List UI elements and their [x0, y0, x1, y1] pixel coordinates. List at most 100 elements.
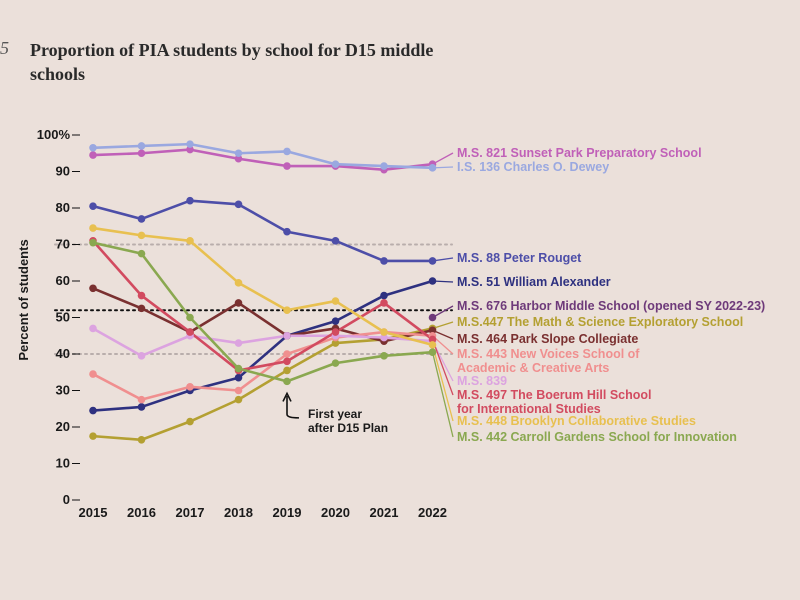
series-line — [91, 199, 434, 263]
series-label: M.S. 464 Park Slope Collegiate — [457, 332, 638, 346]
data-point — [283, 357, 291, 366]
series-label: M.S. 443 New Voices School of — [457, 347, 640, 361]
y-tick-label: 60 — [56, 273, 70, 288]
series-labels: M.S. 821 Sunset Park Preparatory SchoolI… — [457, 146, 765, 444]
series-label: Academic & Creative Arts — [457, 361, 609, 375]
data-point — [428, 348, 437, 356]
x-tick-label: 2015 — [79, 505, 108, 520]
data-point — [283, 350, 291, 358]
series-label: M.S. 839 — [457, 374, 507, 388]
y-tick-label: 50 — [56, 310, 70, 325]
data-point — [331, 160, 340, 168]
data-point — [283, 162, 291, 170]
label-connector — [431, 339, 454, 396]
data-point — [380, 333, 388, 342]
data-point — [331, 237, 340, 245]
data-point — [283, 331, 291, 340]
data-point — [234, 154, 243, 163]
y-axis-label: Percent of students — [16, 239, 31, 360]
x-tick-label: 2016 — [127, 505, 156, 520]
data-point — [137, 304, 146, 313]
data-point — [234, 149, 243, 158]
data-point — [89, 238, 97, 247]
series-line — [91, 327, 434, 358]
series-line — [91, 286, 434, 343]
series-lines — [91, 142, 434, 442]
series-line — [91, 239, 434, 372]
label-connector — [431, 344, 454, 422]
series-label: M.S. 448 Brooklyn Collaborative Studies — [457, 414, 696, 428]
y-tick-label: 30 — [56, 383, 70, 398]
data-point — [186, 313, 194, 322]
data-point — [186, 145, 194, 154]
series-label: M.S. 88 Peter Rouget — [457, 251, 582, 265]
data-point — [89, 143, 97, 152]
series-label: M.S. 442 Carroll Gardens School for Inno… — [457, 430, 737, 444]
data-point — [331, 339, 340, 347]
series-line — [91, 330, 434, 401]
y-tick-label: 40 — [56, 346, 70, 361]
data-point — [186, 140, 194, 148]
data-point — [380, 299, 388, 307]
label-connector — [432, 305, 454, 319]
data-point — [186, 417, 194, 426]
annotation-text: after D15 Plan — [308, 421, 388, 435]
data-point — [234, 279, 243, 287]
data-point — [428, 335, 437, 344]
data-point — [331, 328, 340, 336]
data-point — [137, 231, 146, 240]
annotation-arrowhead — [282, 391, 292, 402]
label-connectors — [431, 152, 454, 438]
chart-title: Proportion of PIA students by school for… — [30, 40, 434, 84]
data-point — [428, 341, 437, 349]
data-point — [428, 326, 437, 335]
data-point — [89, 432, 97, 440]
y-tick-label: 10 — [56, 456, 70, 471]
data-point — [380, 328, 388, 336]
data-point — [331, 317, 340, 325]
data-point — [89, 370, 97, 378]
data-point — [137, 352, 146, 360]
data-point — [186, 196, 194, 205]
data-point — [331, 359, 340, 367]
data-point — [380, 291, 388, 300]
y-tick-label: 20 — [56, 419, 70, 434]
data-point — [137, 395, 146, 404]
figure-number: 5 — [0, 38, 9, 58]
series-label: M.S.447 The Math & Science Exploratory S… — [457, 315, 743, 329]
data-point — [137, 149, 146, 158]
data-point — [137, 142, 146, 150]
data-point — [234, 373, 243, 382]
data-point — [234, 364, 243, 373]
data-point — [137, 215, 146, 223]
x-tick-label: 2022 — [418, 505, 447, 520]
series-points — [89, 140, 437, 444]
data-point — [283, 306, 291, 315]
data-point — [234, 386, 243, 395]
series-line — [91, 226, 434, 347]
y-tick-label: 100% — [37, 127, 71, 142]
data-point — [89, 324, 97, 333]
data-point — [89, 202, 97, 210]
data-point — [234, 395, 243, 404]
data-point — [283, 366, 291, 375]
data-point — [428, 164, 437, 172]
series-line — [91, 148, 434, 171]
x-tick-label: 2019 — [273, 505, 302, 520]
data-point — [283, 377, 291, 386]
data-point — [283, 147, 291, 156]
data-point — [137, 249, 146, 258]
x-tick-label: 2017 — [176, 505, 205, 520]
series-label: M.S. 676 Harbor Middle School (opened SY… — [457, 299, 765, 313]
data-point — [234, 299, 243, 307]
y-tick-label: 70 — [56, 237, 70, 252]
annotation-arrow — [286, 395, 300, 419]
data-point — [89, 284, 97, 293]
data-point — [89, 406, 97, 415]
data-point — [283, 227, 291, 236]
series-label: for International Studies — [457, 402, 601, 416]
x-tick-label: 2020 — [321, 505, 350, 520]
series-line — [91, 241, 434, 383]
data-point — [234, 200, 243, 209]
